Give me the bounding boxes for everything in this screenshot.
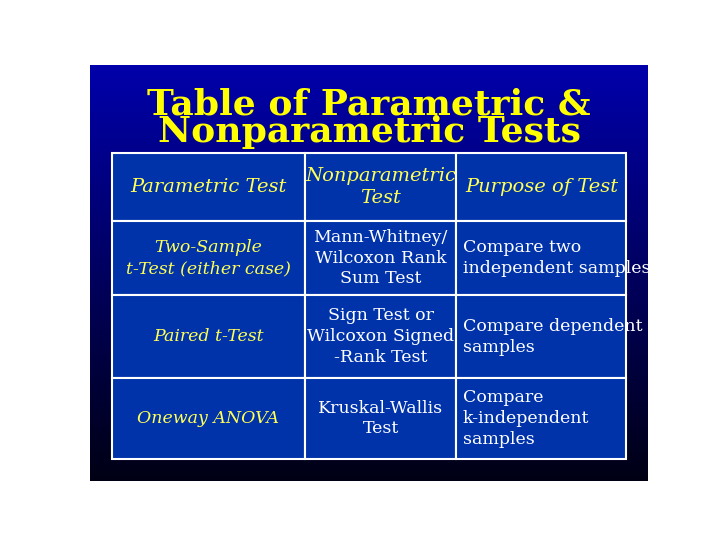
Text: Paired t-Test: Paired t-Test <box>153 328 264 345</box>
Text: Compare
k-independent
samples: Compare k-independent samples <box>463 389 589 448</box>
Bar <box>305 221 456 295</box>
Bar <box>112 153 305 221</box>
Bar <box>112 378 305 459</box>
Text: Purpose of Test: Purpose of Test <box>465 178 618 196</box>
Bar <box>112 221 305 295</box>
Text: Nonparametric
Test: Nonparametric Test <box>305 167 456 207</box>
Text: Two-Sample
t-Test (either case): Two-Sample t-Test (either case) <box>126 239 291 277</box>
Bar <box>305 295 456 378</box>
Text: Oneway ANOVA: Oneway ANOVA <box>138 410 279 427</box>
Text: Parametric Test: Parametric Test <box>130 178 287 196</box>
Text: Nonparametric Tests: Nonparametric Tests <box>158 115 580 149</box>
Bar <box>305 153 456 221</box>
Bar <box>456 221 626 295</box>
Bar <box>456 295 626 378</box>
Text: Mann-Whitney/
Wilcoxon Rank
Sum Test: Mann-Whitney/ Wilcoxon Rank Sum Test <box>313 228 448 287</box>
Bar <box>112 295 305 378</box>
Text: Kruskal-Wallis
Test: Kruskal-Wallis Test <box>318 400 443 437</box>
Bar <box>456 153 626 221</box>
Text: Sign Test or
Wilcoxon Signed
-Rank Test: Sign Test or Wilcoxon Signed -Rank Test <box>307 307 454 366</box>
Text: Compare two
independent samples: Compare two independent samples <box>463 239 650 277</box>
Text: Table of Parametric &: Table of Parametric & <box>148 88 590 122</box>
Bar <box>305 378 456 459</box>
Text: Compare dependent
samples: Compare dependent samples <box>463 318 642 356</box>
Bar <box>456 378 626 459</box>
